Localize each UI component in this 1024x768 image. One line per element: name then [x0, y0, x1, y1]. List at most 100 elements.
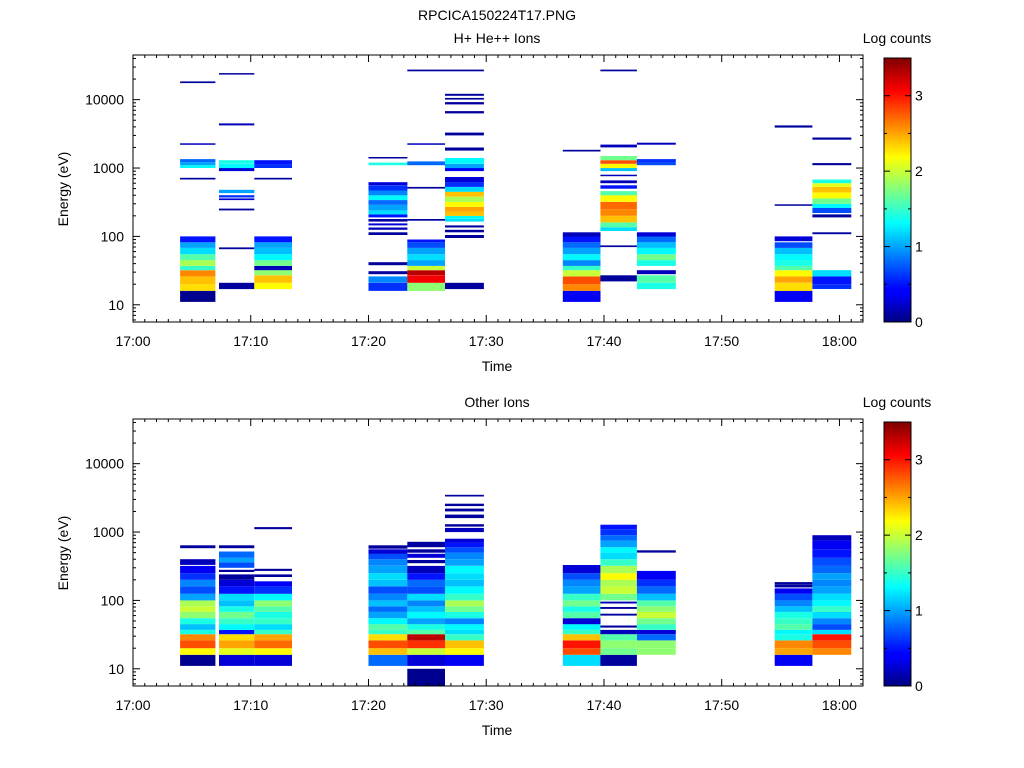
heatmap-cell	[407, 69, 445, 72]
heatmap-cell	[180, 648, 216, 655]
heatmap-cell	[219, 634, 255, 641]
heatmap-cell	[368, 282, 408, 291]
heatmap-cell	[445, 579, 484, 587]
heatmap-cell	[774, 290, 813, 302]
heatmap-cell	[180, 265, 216, 271]
heatmap-cell	[445, 600, 484, 607]
y-tick-label: 10	[108, 661, 124, 677]
heatmap-cell	[368, 214, 408, 218]
heatmap-cell	[445, 93, 484, 96]
heatmap-cell	[407, 260, 445, 266]
heatmap-cell	[774, 624, 813, 630]
heatmap-cell	[180, 545, 216, 549]
heatmap-cell	[600, 613, 637, 616]
heatmap-cell	[562, 640, 601, 649]
heatmap-cell	[407, 593, 445, 601]
heatmap-cell	[812, 276, 852, 285]
heatmap-cell	[445, 508, 484, 512]
heatmap-cell	[254, 648, 292, 655]
heatmap-cell	[407, 600, 445, 607]
heatmap-cell	[407, 270, 445, 276]
heatmap-cell	[600, 275, 637, 282]
heatmap-cell	[368, 262, 408, 266]
heatmap-cell	[562, 290, 601, 302]
heatmap-cell	[445, 527, 484, 533]
heatmap-cell	[407, 186, 445, 189]
heatmap-cell	[368, 565, 408, 574]
heatmap-cell	[445, 494, 484, 497]
colorbar-axis: 0 1 2 3	[884, 421, 923, 694]
heatmap-cell	[636, 593, 676, 601]
heatmap-cell	[407, 611, 445, 619]
heatmap-cell	[774, 618, 813, 625]
heatmap-cell	[562, 270, 601, 277]
panel-title: H+ He++ Ions	[454, 30, 541, 46]
heatmap-cell	[812, 634, 852, 641]
heatmap-cell	[445, 552, 484, 560]
heatmap-cell	[254, 624, 292, 630]
heatmap-cell	[180, 242, 216, 248]
heatmap-cell	[180, 624, 216, 630]
x-tick-label: 17:20	[351, 333, 386, 349]
heatmap-cell	[407, 618, 445, 625]
heatmap-cell	[562, 573, 601, 580]
heatmap-cell	[636, 159, 676, 163]
colorbar-tick-label: 1	[915, 239, 923, 255]
colorbar-tick-label: 2	[915, 527, 923, 543]
heatmap-cell	[812, 611, 852, 619]
heatmap-cell	[368, 545, 408, 549]
heatmap-cell	[774, 254, 813, 261]
colorbar-tick-label: 3	[915, 88, 923, 104]
heatmap-cell	[774, 582, 813, 585]
heatmap-cell	[254, 600, 292, 607]
heatmap-cell	[636, 260, 676, 266]
heatmap-cell	[774, 600, 813, 607]
heatmap-cell	[368, 611, 408, 619]
heatmap-cell	[774, 242, 813, 248]
heatmap-cell	[368, 629, 408, 635]
y-tick-label: 1000	[93, 160, 124, 176]
x-tick-label: 18:00	[822, 333, 857, 349]
heatmap-cell	[445, 147, 484, 151]
heatmap-cell	[812, 606, 852, 612]
heatmap-cell	[407, 265, 445, 271]
heatmap-cell	[407, 239, 445, 243]
heatmap-cell	[368, 640, 408, 649]
heatmap-cell	[812, 192, 852, 199]
colorbar-tick-label: 3	[915, 452, 923, 468]
heatmap-cell	[219, 574, 255, 580]
heatmap-cell	[636, 275, 676, 283]
heatmap-cell	[812, 648, 852, 655]
heatmap-cell	[368, 634, 408, 641]
heatmap-cell	[774, 270, 813, 277]
heatmap-cell	[600, 529, 637, 536]
heatmap-cell	[254, 568, 292, 571]
heatmap-cell	[774, 247, 813, 255]
heatmap-cell	[562, 654, 601, 666]
colorbar-label: Log counts	[863, 30, 932, 46]
heatmap-cell	[445, 606, 484, 612]
heatmap-cell	[219, 208, 255, 211]
heatmap-cell	[219, 624, 255, 630]
heatmap-cell	[254, 634, 292, 641]
y-tick-label: 10000	[85, 456, 124, 472]
heatmap-cell	[600, 180, 637, 184]
heatmap-cell	[774, 236, 813, 242]
x-axis: 17:00 17:10 17:20 17:30 17:40 17:50 18:00	[115, 55, 864, 349]
heatmap-cell	[180, 579, 216, 587]
heatmap-cell	[368, 618, 408, 625]
heatmap-cell	[562, 284, 601, 291]
heatmap-cell	[219, 163, 255, 169]
x-tick-label: 17:10	[233, 333, 268, 349]
x-tick-label: 17:10	[233, 697, 268, 713]
heatmap-cell	[445, 640, 484, 649]
heatmap-cell	[445, 618, 484, 625]
heatmap-cell	[600, 227, 637, 231]
heatmap-cell	[600, 168, 637, 172]
heatmap-cell	[445, 215, 484, 219]
heatmap-cell	[600, 640, 637, 649]
heatmap-cell	[562, 579, 601, 587]
heatmap-cell	[219, 168, 255, 172]
heatmap-cell	[254, 611, 292, 619]
heatmap-cell	[600, 163, 637, 169]
